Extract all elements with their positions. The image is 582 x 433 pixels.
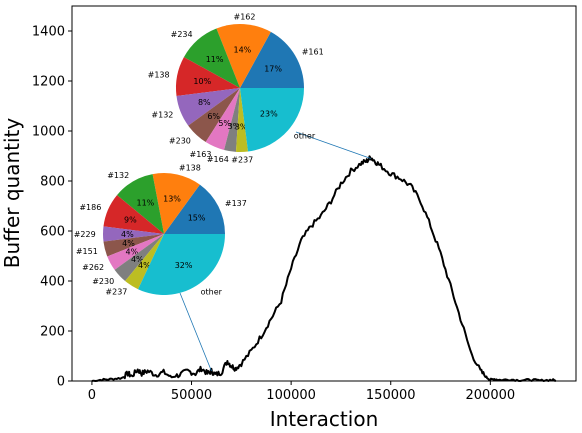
pie-slice bbox=[102, 226, 164, 242]
pie-top-connector bbox=[295, 131, 371, 159]
pie-slice bbox=[205, 88, 240, 150]
pie-category-label: #229 bbox=[74, 230, 96, 239]
x-tick-label: 50000 bbox=[171, 388, 212, 403]
pie-slice bbox=[107, 234, 164, 270]
pie-category-label: other bbox=[294, 131, 316, 140]
pie-category-label: #132 bbox=[151, 110, 173, 119]
pie-percent-label: 5% bbox=[218, 119, 231, 128]
pie-category-label: #163 bbox=[190, 150, 212, 159]
x-tick-label: 200000 bbox=[466, 388, 516, 403]
y-tick-label: 600 bbox=[40, 225, 65, 240]
pie-slice bbox=[224, 88, 240, 152]
pie-category-label: #262 bbox=[82, 263, 104, 272]
pie-percent-label: 4% bbox=[131, 255, 144, 264]
y-tick-label: 1000 bbox=[32, 125, 65, 140]
y-tick-label: 200 bbox=[40, 325, 65, 340]
pie-slice bbox=[216, 23, 271, 89]
pie-slice bbox=[188, 88, 240, 143]
pie-slice bbox=[125, 234, 164, 290]
connector-layer bbox=[179, 131, 371, 372]
x-axis-label: Interaction bbox=[270, 407, 379, 431]
pie-slice bbox=[114, 234, 164, 281]
pie-slice bbox=[176, 88, 240, 126]
pie-slice bbox=[175, 57, 240, 97]
pie-percent-label: 4% bbox=[122, 239, 135, 248]
pie-slice bbox=[240, 31, 304, 89]
pie-percent-label: 13% bbox=[163, 194, 181, 203]
pie-percent-label: 10% bbox=[193, 77, 211, 86]
pie-chart-top: 17% #161 14% #162 11% #234 10% #138 8% #132 6% #230… bbox=[148, 13, 324, 165]
pie-percent-label: 3% bbox=[228, 122, 241, 131]
pie-category-label: #138 bbox=[179, 163, 201, 172]
pie-slice bbox=[240, 88, 304, 152]
pie-category-label: other bbox=[201, 288, 223, 297]
pie-percent-label: 4% bbox=[121, 230, 134, 239]
pie-category-label: #138 bbox=[148, 71, 170, 80]
y-tick-label: 1400 bbox=[32, 25, 65, 40]
pie-category-label: #161 bbox=[302, 48, 324, 57]
pie-category-label: #237 bbox=[105, 288, 127, 297]
y-axis: 0 200 400 600 800 1000 1200 1400 bbox=[32, 25, 72, 390]
pie-percent-label: 4% bbox=[126, 248, 139, 257]
line-series-layer bbox=[91, 155, 557, 382]
pie-percent-label: 17% bbox=[264, 65, 282, 74]
pie-slice bbox=[103, 195, 164, 234]
pie-category-label: #234 bbox=[171, 30, 193, 39]
pie-slice bbox=[117, 174, 164, 234]
pie-slice bbox=[235, 88, 249, 152]
pie-percent-label: 23% bbox=[260, 109, 278, 118]
pie-slice bbox=[138, 234, 225, 295]
pie-category-label: #164 bbox=[207, 155, 229, 164]
y-tick-label: 0 bbox=[57, 375, 65, 390]
pie-category-label: #151 bbox=[76, 247, 98, 256]
pie-category-label: #132 bbox=[107, 171, 129, 180]
pie-bottom-connector bbox=[179, 292, 212, 372]
pie-percent-label: 11% bbox=[206, 55, 224, 64]
x-axis: 0 50000 100000 150000 200000 bbox=[88, 381, 515, 403]
pie-percent-label: 9% bbox=[124, 216, 137, 225]
pie-percent-label: 15% bbox=[188, 213, 206, 222]
y-tick-label: 400 bbox=[40, 275, 65, 290]
pie-slice bbox=[103, 234, 164, 257]
x-tick-label: 0 bbox=[88, 388, 96, 403]
pie-percent-label: 14% bbox=[234, 46, 252, 55]
x-tick-label: 100000 bbox=[266, 388, 316, 403]
pie-chart-bottom: 15% #137 13% #138 11% #132 9% #186 4% #229 4% #151 4… bbox=[74, 163, 247, 296]
pie-category-label: #230 bbox=[92, 277, 114, 286]
pie-category-label: #162 bbox=[234, 13, 256, 22]
buffer-line bbox=[91, 155, 557, 382]
pie-category-label: #186 bbox=[79, 203, 101, 212]
pie-slice bbox=[152, 173, 200, 234]
pie-percent-label: 8% bbox=[198, 98, 211, 107]
y-tick-label: 1200 bbox=[32, 75, 65, 90]
pie-percent-label: 11% bbox=[137, 199, 155, 208]
pie-category-label: #237 bbox=[231, 156, 253, 165]
y-axis-label: Buffer quantity bbox=[0, 118, 24, 269]
y-tick-label: 800 bbox=[40, 175, 65, 190]
pie-category-label: #137 bbox=[225, 199, 247, 208]
pie-category-label: #230 bbox=[169, 136, 191, 145]
pie-percent-label: 3% bbox=[235, 122, 248, 131]
plot-frame bbox=[71, 5, 577, 382]
pie-percent-label: 32% bbox=[175, 261, 193, 270]
pie-slice bbox=[183, 28, 240, 89]
x-tick-label: 150000 bbox=[366, 388, 416, 403]
pie-percent-label: 4% bbox=[138, 261, 151, 270]
pie-percent-label: 6% bbox=[207, 112, 220, 121]
pie-slice bbox=[164, 184, 225, 234]
